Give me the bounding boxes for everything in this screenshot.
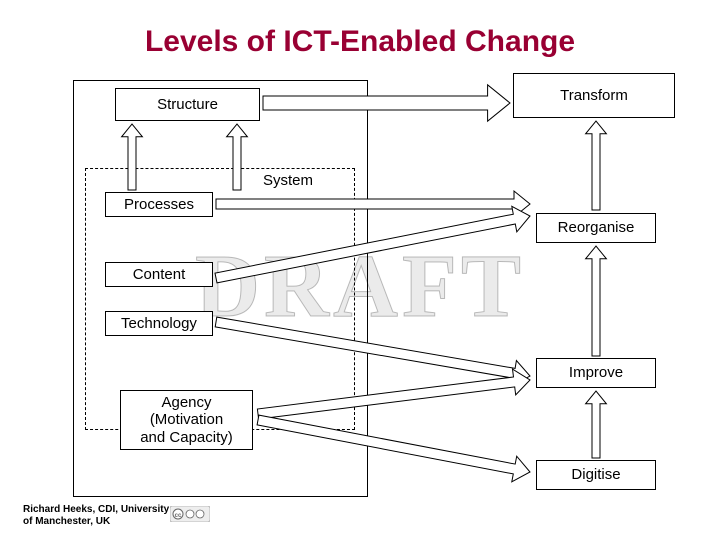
- arrow: [586, 121, 607, 210]
- svg-text:cc: cc: [175, 513, 182, 519]
- footer-line2: of Manchester, UK: [23, 516, 110, 527]
- node-agency: Agency (Motivation and Capacity): [120, 390, 253, 450]
- system-label: System: [261, 172, 315, 189]
- footer-credit: Richard Heeks, CDI, University of Manche…: [23, 504, 169, 528]
- node-content: Content: [105, 262, 213, 287]
- node-label: Technology: [121, 315, 197, 332]
- cc-license-icon: cc: [170, 506, 210, 527]
- footer-line1: Richard Heeks, CDI, University: [23, 504, 169, 515]
- node-label: Content: [133, 266, 186, 283]
- node-label: Reorganise: [558, 219, 635, 236]
- node-label: Improve: [569, 364, 623, 381]
- node-label: Structure: [157, 96, 218, 113]
- node-structure: Structure: [115, 88, 260, 121]
- node-transform: Transform: [513, 73, 675, 118]
- node-label: Agency (Motivation and Capacity): [140, 394, 233, 446]
- node-label: Transform: [560, 87, 628, 104]
- page-title: Levels of ICT-Enabled Change: [0, 25, 720, 59]
- node-technology: Technology: [105, 311, 213, 336]
- node-processes: Processes: [105, 192, 213, 217]
- node-label: Processes: [124, 196, 194, 213]
- arrow: [586, 246, 607, 356]
- arrow: [586, 391, 607, 458]
- node-digitise: Digitise: [536, 460, 656, 490]
- diagram-canvas: Levels of ICT-Enabled Change DRAFT Struc…: [0, 0, 720, 540]
- node-label: Digitise: [571, 466, 620, 483]
- node-improve: Improve: [536, 358, 656, 388]
- node-reorganise: Reorganise: [536, 213, 656, 243]
